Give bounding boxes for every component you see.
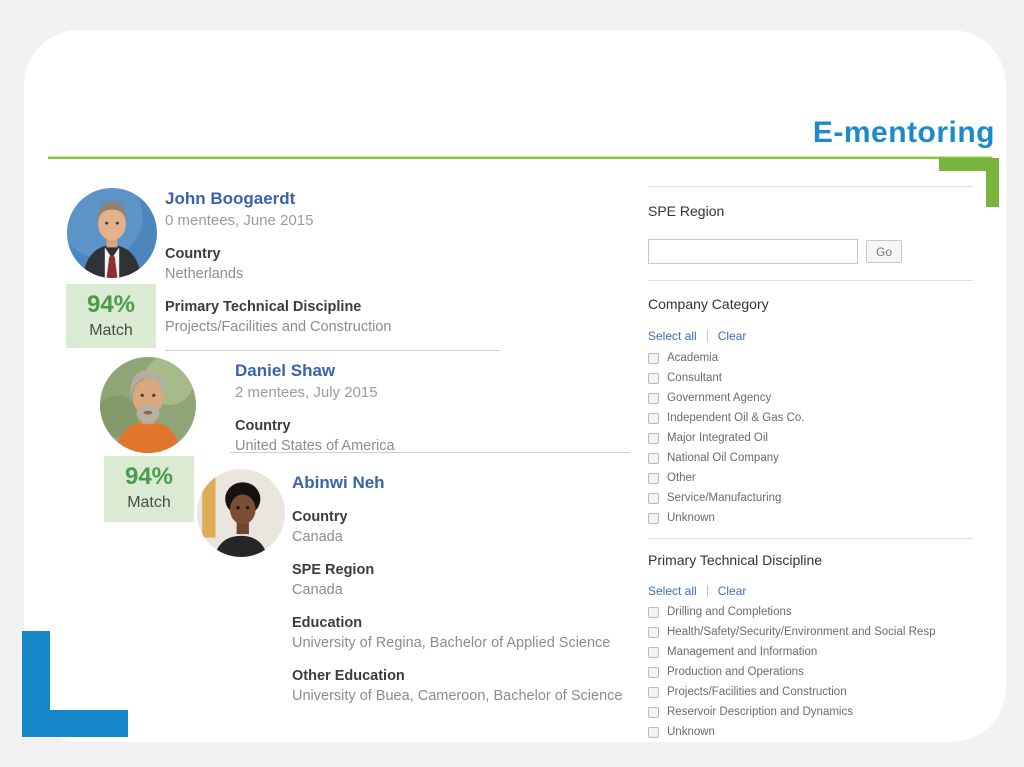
profile-name-link[interactable]: Abinwi Neh: [292, 473, 385, 492]
field-label: Country: [235, 418, 291, 434]
checkbox-icon[interactable]: [648, 452, 659, 464]
field-label: Country: [292, 509, 348, 525]
clear-link[interactable]: Clear: [717, 329, 747, 343]
checkbox-option-major-integrated-oil[interactable]: Major Integrated Oil: [648, 428, 973, 448]
checkbox-icon[interactable]: [648, 372, 659, 384]
checkbox-option-drilling-completions[interactable]: Drilling and Completions: [648, 602, 973, 622]
field-value: Canada: [292, 529, 343, 545]
corner-bar: [22, 710, 128, 737]
checkbox-option-academia[interactable]: Academia: [648, 348, 973, 368]
checkbox-option-consultant[interactable]: Consultant: [648, 368, 973, 388]
filter-sidebar: SPE Region Go Company Category Select al…: [648, 186, 973, 742]
spe-region-input[interactable]: [648, 239, 858, 264]
checkbox-option-projects-facilities[interactable]: Projects/Facilities and Construction: [648, 682, 973, 702]
profile-name-link[interactable]: John Boogaerdt: [165, 189, 296, 208]
checkbox-option-hsse[interactable]: Health/Safety/Security/Environment and S…: [648, 622, 973, 642]
checkbox-icon[interactable]: [648, 352, 659, 364]
profile-meta: 0 mentees, June 2015: [165, 212, 314, 229]
corner-bar: [986, 158, 999, 207]
checkbox-icon[interactable]: [648, 392, 659, 404]
profile-divider: [165, 350, 500, 351]
checkbox-icon[interactable]: [648, 646, 659, 658]
checkbox-icon[interactable]: [648, 726, 659, 738]
checkbox-icon[interactable]: [648, 686, 659, 698]
match-label: Match: [127, 494, 171, 511]
checkbox-icon[interactable]: [648, 472, 659, 484]
panel-divider: [648, 538, 973, 539]
checkbox-icon[interactable]: [648, 626, 659, 638]
match-label: Match: [89, 322, 133, 339]
profile-divider: [230, 452, 630, 453]
select-all-link[interactable]: Select all: [648, 329, 697, 343]
checkbox-option-unknown[interactable]: Unknown: [648, 508, 973, 528]
avatar-john-boogaerdt[interactable]: [67, 188, 157, 278]
link-separator: [706, 585, 708, 597]
title-underline: [48, 156, 992, 159]
checkbox-option-reservoir[interactable]: Reservoir Description and Dynamics: [648, 702, 973, 722]
profile-meta: 2 mentees, July 2015: [235, 384, 378, 401]
avatar-daniel-shaw[interactable]: [100, 357, 196, 453]
checkbox-icon[interactable]: [648, 492, 659, 504]
field-value: Projects/Facilities and Construction: [165, 319, 392, 335]
field-label: SPE Region: [292, 562, 375, 578]
bottom-left-corner-decoration: [22, 631, 128, 737]
top-right-corner-decoration: [939, 158, 999, 207]
company-category-options: Academia Consultant Government Agency In…: [648, 348, 973, 528]
field-label: Education: [292, 615, 363, 631]
field-value: University of Regina, Bachelor of Applie…: [292, 635, 611, 651]
company-category-heading: Company Category: [648, 296, 769, 312]
checkbox-option-production-operations[interactable]: Production and Operations: [648, 662, 973, 682]
checkbox-option-service-manufacturing[interactable]: Service/Manufacturing: [648, 488, 973, 508]
checkbox-option-national-oil-company[interactable]: National Oil Company: [648, 448, 973, 468]
clear-link[interactable]: Clear: [717, 584, 747, 598]
match-badge: 94% Match: [104, 456, 194, 522]
match-badge: 94% Match: [66, 284, 156, 348]
checkbox-option-unknown[interactable]: Unknown: [648, 722, 973, 742]
avatar-image: [100, 357, 196, 453]
avatar-abinwi-neh[interactable]: [197, 469, 285, 557]
field-value: Canada: [292, 582, 343, 598]
link-separator: [706, 330, 708, 342]
checkbox-option-other[interactable]: Other: [648, 468, 973, 488]
checkbox-option-independent-oil-gas[interactable]: Independent Oil & Gas Co.: [648, 408, 973, 428]
checkbox-icon[interactable]: [648, 666, 659, 678]
match-percentage: 94%: [124, 463, 174, 490]
mentor-results-list: John Boogaerdt 0 mentees, June 2015 Coun…: [66, 188, 632, 705]
avatar-image: [67, 188, 157, 278]
primary-technical-discipline-heading: Primary Technical Discipline: [648, 552, 823, 568]
profile-name-link[interactable]: Daniel Shaw: [235, 361, 336, 380]
go-button[interactable]: Go: [866, 240, 902, 263]
checkbox-icon[interactable]: [648, 512, 659, 524]
select-all-link[interactable]: Select all: [648, 584, 697, 598]
profile-card-john: John Boogaerdt 0 mentees, June 2015 Coun…: [165, 189, 525, 336]
field-value: United States of America: [235, 438, 395, 454]
checkbox-option-government-agency[interactable]: Government Agency: [648, 388, 973, 408]
checkbox-icon[interactable]: [648, 706, 659, 718]
checkbox-icon[interactable]: [648, 412, 659, 424]
checkbox-icon[interactable]: [648, 606, 659, 618]
profile-card-daniel: Daniel Shaw 2 mentees, July 2015 Country…: [235, 361, 605, 455]
profile-card-abinwi: Abinwi Neh Country Canada SPE Region Can…: [292, 473, 632, 705]
avatar-image: [197, 469, 285, 557]
field-label: Primary Technical Discipline: [165, 299, 362, 315]
corner-bar: [939, 158, 999, 171]
checkbox-option-management-information[interactable]: Management and Information: [648, 642, 973, 662]
field-label: Other Education: [292, 668, 405, 684]
spe-region-heading: SPE Region: [648, 203, 725, 219]
checkbox-icon[interactable]: [648, 432, 659, 444]
slide-title: E-mentoring: [812, 116, 995, 149]
panel-divider: [648, 186, 973, 187]
field-label: Country: [165, 246, 221, 262]
field-value: Netherlands: [165, 266, 244, 282]
field-value: University of Buea, Cameroon, Bachelor o…: [292, 688, 623, 704]
panel-divider: [648, 280, 973, 281]
match-percentage: 94%: [86, 291, 136, 318]
primary-technical-discipline-options: Drilling and Completions Health/Safety/S…: [648, 602, 973, 742]
